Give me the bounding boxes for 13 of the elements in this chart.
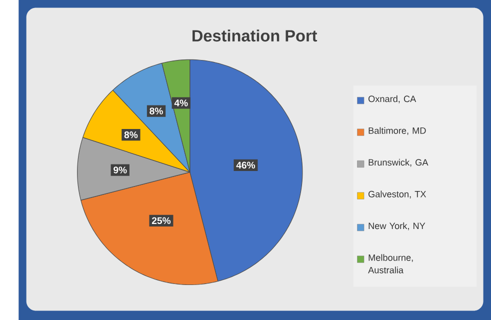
data-label: 8% xyxy=(150,107,163,114)
legend-label: Galveston, TX xyxy=(368,190,426,198)
legend-label: New York, NY xyxy=(368,222,426,230)
legend-label: Brunswick, GA xyxy=(368,158,428,167)
legend-label: Oxnard, CA xyxy=(368,95,416,104)
data-label: 46% xyxy=(236,162,256,168)
legend-label: Melbourne, Australia xyxy=(368,254,413,274)
chart-title: Destination Port xyxy=(192,29,318,42)
data-label: 25% xyxy=(152,217,171,224)
data-label: 9% xyxy=(114,166,127,174)
legend-label: Baltimore, MD xyxy=(368,127,426,135)
data-label: 8% xyxy=(124,131,138,138)
data-label: 4% xyxy=(174,99,188,106)
